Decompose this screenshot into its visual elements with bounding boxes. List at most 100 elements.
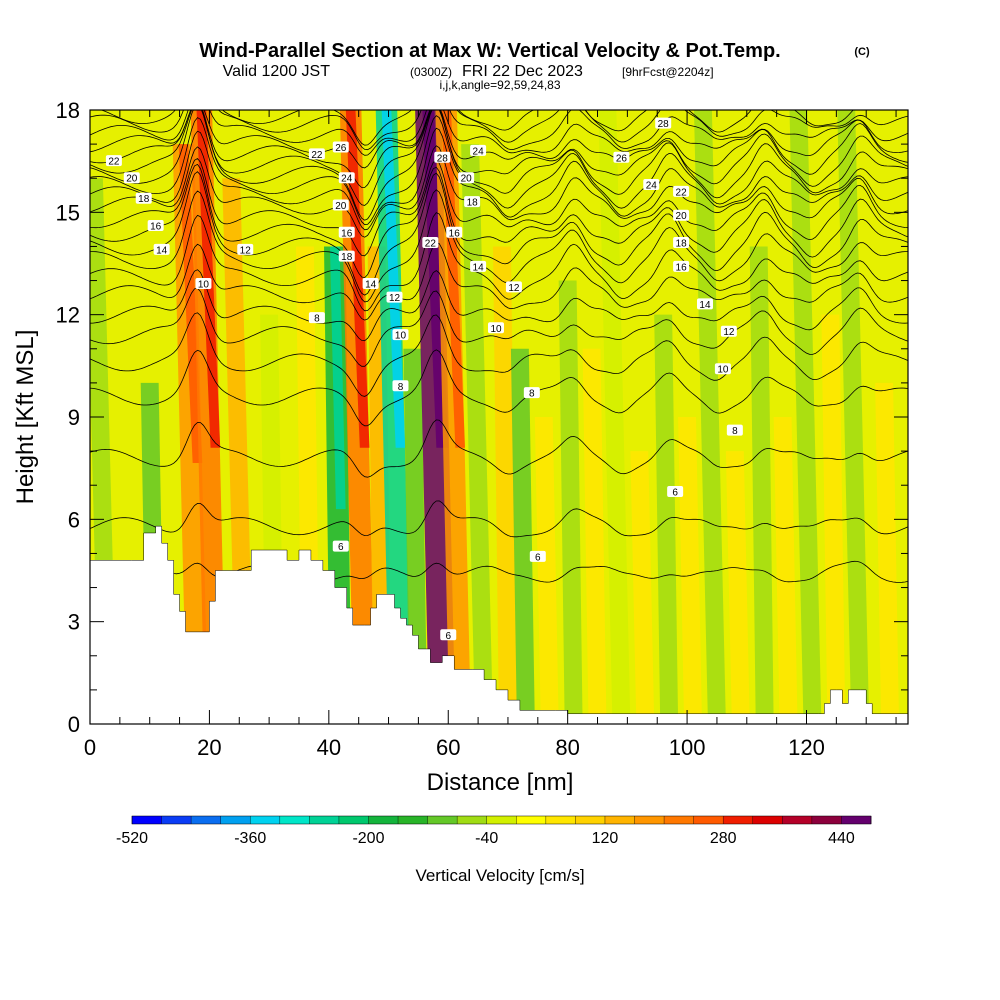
velocity-band [375, 110, 412, 724]
isentrope-line [90, 110, 908, 221]
colorbar-tick-label: -200 [352, 830, 384, 847]
colorbar-swatch [545, 816, 576, 824]
velocity-band [837, 110, 870, 724]
y-axis: 0 3 6 9 12 15 18 [56, 98, 908, 737]
title-mark: (C) [854, 46, 870, 58]
x-tick-label: 40 [317, 735, 341, 760]
contour-label: 22 [673, 185, 690, 198]
contour-label-text: 12 [389, 293, 401, 304]
plot-area: 2220181614101222262420161881412108282420… [90, 110, 908, 724]
contour-label-text: 14 [699, 300, 711, 311]
contour-label: 14 [696, 298, 713, 311]
colorbar-swatch [486, 816, 517, 824]
isentrope-line [90, 110, 908, 156]
isentrope-line [90, 171, 908, 296]
colorbar: -520 -360 -200 -40 120 280 440 [116, 815, 872, 847]
velocity-core [345, 110, 370, 448]
x-tick-label: 100 [669, 735, 706, 760]
velocity-band [630, 451, 655, 724]
contour-label-text: 18 [676, 239, 688, 250]
contour-label: 18 [338, 250, 355, 263]
subtitle-valid: Valid 1200 JST [223, 63, 331, 80]
contour-label-text: 6 [445, 631, 451, 642]
colorbar-swatch [516, 816, 547, 824]
contour-label-text: 24 [341, 174, 353, 185]
x-axis-label: Distance [nm] [427, 769, 574, 796]
isentrope-line [90, 115, 908, 226]
velocity-band [749, 246, 774, 724]
velocity-band [773, 417, 798, 724]
velocity-band [789, 110, 822, 724]
contour-label: 22 [308, 148, 325, 161]
isentrope-line [90, 269, 908, 342]
colorbar-swatch [220, 816, 251, 824]
isentrope-line [90, 287, 908, 367]
velocity-band [493, 246, 517, 724]
colorbar-swatch [398, 816, 428, 824]
contour-label-text: 14 [156, 245, 168, 256]
contour-label-text: 16 [449, 228, 461, 239]
terrain [90, 525, 908, 724]
contour-label: 6 [529, 550, 546, 563]
contour-label: 6 [440, 629, 457, 642]
isentrope-line [90, 163, 908, 279]
isentrope-line [90, 241, 908, 321]
colorbar-swatch [811, 816, 842, 824]
chart-title: Wind-Parallel Section at Max W: Vertical… [199, 40, 780, 62]
isentrope-line [90, 110, 908, 188]
contour-label: 12 [237, 243, 254, 256]
contour-label-text: 12 [723, 327, 735, 338]
x-tick-label: 80 [555, 735, 579, 760]
velocity-band [654, 314, 679, 724]
colorbar-swatch [782, 816, 813, 824]
colorbar-swatch [664, 816, 694, 824]
contour-label-text: 6 [535, 552, 541, 563]
contour-label-text: 12 [508, 283, 520, 294]
contour-label: 12 [386, 291, 403, 304]
contour-label-text: 8 [732, 426, 738, 437]
isentrope-line [90, 110, 908, 206]
contour-label-text: 14 [473, 262, 485, 273]
contour-label-text: 20 [126, 174, 138, 185]
isentrope-line [90, 500, 908, 538]
isentrope-line [90, 157, 908, 257]
x-tick-label: 20 [197, 735, 221, 760]
x-axis: 0 20 40 60 80 100 120 [84, 110, 897, 760]
velocity-band [598, 110, 631, 724]
chart-subtitle: Valid 1200 JST (0300Z) FRI 22 Dec 2023 [… [223, 63, 714, 80]
contour-label-text: 22 [311, 150, 323, 161]
y-tick-label: 0 [68, 712, 80, 737]
contour-label-text: 10 [490, 324, 502, 335]
colorbar-swatch [575, 816, 606, 824]
x-tick-label: 0 [84, 735, 96, 760]
contour-label-text: 24 [473, 146, 485, 157]
colorbar-swatch [604, 816, 635, 824]
y-tick-label: 18 [56, 98, 80, 123]
contour-label-text: 10 [198, 279, 210, 290]
isentrope-line [90, 349, 908, 427]
colorbar-swatch [634, 816, 665, 824]
colorbar-swatch [693, 816, 724, 824]
contour-label-text: 16 [676, 262, 688, 273]
contour-label: 14 [470, 260, 487, 273]
contour-label: 16 [338, 226, 355, 239]
isentrope-line [90, 145, 908, 238]
contour-label: 10 [488, 322, 505, 335]
contour-label: 14 [153, 243, 170, 256]
isentrope-line [90, 312, 908, 397]
colorbar-swatch [752, 816, 783, 824]
velocity-band [582, 348, 607, 724]
contour-label: 8 [308, 312, 325, 325]
colorbar-swatch [250, 816, 281, 824]
contour-label: 12 [720, 325, 737, 338]
isentrope-line [90, 110, 908, 169]
contour-label: 26 [613, 151, 630, 164]
isentrope-line [90, 127, 908, 231]
x-tick-label: 120 [788, 735, 825, 760]
contour-label: 18 [673, 237, 690, 250]
colorbar-tick-label: -360 [234, 830, 266, 847]
colorbar-swatch [841, 816, 872, 824]
contour-label: 6 [332, 540, 349, 553]
velocity-band [558, 280, 583, 724]
